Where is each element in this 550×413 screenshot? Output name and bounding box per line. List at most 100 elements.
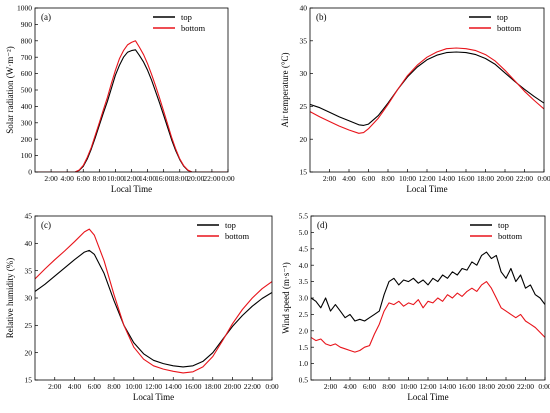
x-tick-label: 6:00 (362, 174, 376, 183)
legend-label-bottom: bottom (181, 23, 205, 33)
legend-label-top: top (181, 12, 192, 22)
x-tick-label: 8:00 (107, 382, 121, 391)
y-tick-label: 15 (25, 376, 33, 385)
x-tick-label: 0:00 (265, 382, 279, 391)
panel-a: 2:00 4:00 6:00 8:00 10:0012:0014:0016:0018:0… (5, 4, 235, 194)
x-tick-label: 10:00 (399, 174, 416, 183)
x-tick-label: 4:00 (60, 174, 74, 183)
y-tick-label: 30 (25, 294, 33, 303)
x-tick-label: 0:00 (221, 174, 235, 183)
legend-label-top: top (498, 220, 509, 230)
y-axis-title: Air temperature (°C) (280, 52, 290, 127)
y-tick-label: 600 (21, 69, 33, 78)
x-tick-label: 2:00 (48, 382, 62, 391)
x-tick-label: 8:00 (381, 174, 395, 183)
x-tick-label: 18:00 (478, 382, 495, 391)
x-tick-label: 12:00 (419, 382, 436, 391)
y-tick-label: 400 (21, 102, 33, 111)
panel-c: 2:00 4:00 6:00 8:00 10:00 12:00 14:00 16:00 18:0… (5, 212, 279, 402)
y-tick-label: 40 (300, 4, 308, 13)
x-tick-label: 22:00 (203, 174, 220, 183)
y-tick-label: 200 (21, 135, 33, 144)
legend-label-bottom: bottom (225, 231, 249, 241)
x-tick-label: 10:00 (125, 382, 142, 391)
y-tick-label: 800 (21, 36, 33, 45)
y-tick-label: 5.5 (299, 212, 309, 221)
x-tick-label: 0:00 (537, 174, 550, 183)
series-line-bottom (35, 228, 272, 374)
y-tick-label: 35 (25, 266, 33, 275)
x-tick-label: 16:00 (184, 382, 201, 391)
x-tick-label: 6:00 (77, 174, 91, 183)
y-tick-label: 20 (300, 135, 308, 144)
y-tick-label: 30 (300, 69, 308, 78)
x-axis-title: Local Time (111, 184, 152, 194)
x-tick-label: 2:00 (323, 174, 337, 183)
x-tick-label: 12:00 (145, 382, 162, 391)
y-tick-label: 1.5 (299, 343, 309, 352)
legend-label-top: top (497, 12, 508, 22)
series-line-bottom (35, 40, 228, 172)
y-tick-label: 0.5 (299, 376, 309, 385)
y-tick-label: 25 (25, 321, 33, 330)
x-tick-label: 4:00 (343, 382, 357, 391)
x-tick-label: 2:00 (44, 174, 58, 183)
x-tick-label: 16:00 (155, 174, 172, 183)
y-tick-label: 25 (300, 102, 308, 111)
panel-b: 2:00 4:00 6:00 8:00 10:00 12:00 14:00 16:00 18:0… (280, 4, 550, 194)
x-tick-label: 8:00 (93, 174, 107, 183)
x-tick-label: 20:00 (496, 174, 513, 183)
series-line-top (311, 251, 545, 322)
x-tick-label: 2:00 (324, 382, 338, 391)
x-axis-title: Local Time (406, 184, 447, 194)
legend-label-bottom: bottom (498, 231, 522, 241)
y-tick-label: 3.0 (299, 294, 309, 303)
x-tick-label: 22:00 (516, 174, 533, 183)
y-tick-label: 35 (300, 36, 308, 45)
x-tick-label: 8:00 (382, 382, 396, 391)
panel-label: (d) (317, 220, 328, 230)
y-tick-label: 4.0 (299, 261, 309, 270)
y-tick-label: 20 (25, 348, 33, 357)
legend-label-top: top (225, 220, 236, 230)
x-tick-label: 6:00 (363, 382, 377, 391)
x-tick-label: 6:00 (88, 382, 102, 391)
y-tick-label: 1000 (17, 4, 32, 13)
x-tick-label: 20:00 (187, 174, 204, 183)
series-line-top (35, 49, 228, 172)
y-tick-label: 15 (300, 168, 308, 177)
x-tick-label: 18:00 (204, 382, 221, 391)
y-tick-label: 2.5 (299, 310, 309, 319)
x-tick-label: 22:00 (244, 382, 261, 391)
legend-label-bottom: bottom (497, 23, 521, 33)
panel-label: (b) (316, 12, 327, 22)
y-axis-title: Solar radiation (W·m⁻²) (5, 46, 15, 133)
x-tick-label: 4:00 (68, 382, 82, 391)
x-tick-label: 14:00 (165, 382, 182, 391)
x-tick-label: 20:00 (497, 382, 514, 391)
x-tick-label: 16:00 (457, 174, 474, 183)
x-tick-label: 12:00 (123, 174, 140, 183)
series-line-bottom (310, 47, 544, 134)
y-tick-label: 900 (21, 20, 33, 29)
y-tick-label: 4.5 (299, 244, 309, 253)
x-tick-label: 18:00 (171, 174, 188, 183)
x-tick-label: 14:00 (438, 174, 455, 183)
y-tick-label: 300 (21, 118, 33, 127)
x-axis-title: Local Time (407, 392, 448, 402)
x-tick-label: 12:00 (418, 174, 435, 183)
x-tick-label: 20:00 (224, 382, 241, 391)
x-tick-label: 18:00 (477, 174, 494, 183)
series-line-top (310, 51, 544, 126)
series-line-bottom (311, 281, 545, 353)
x-tick-label: 10:00 (400, 382, 417, 391)
y-tick-label: 5.0 (299, 228, 309, 237)
y-axis-title: Relative humidity (%) (5, 258, 15, 338)
x-tick-label: 14:00 (139, 174, 156, 183)
y-tick-label: 1.0 (299, 359, 309, 368)
